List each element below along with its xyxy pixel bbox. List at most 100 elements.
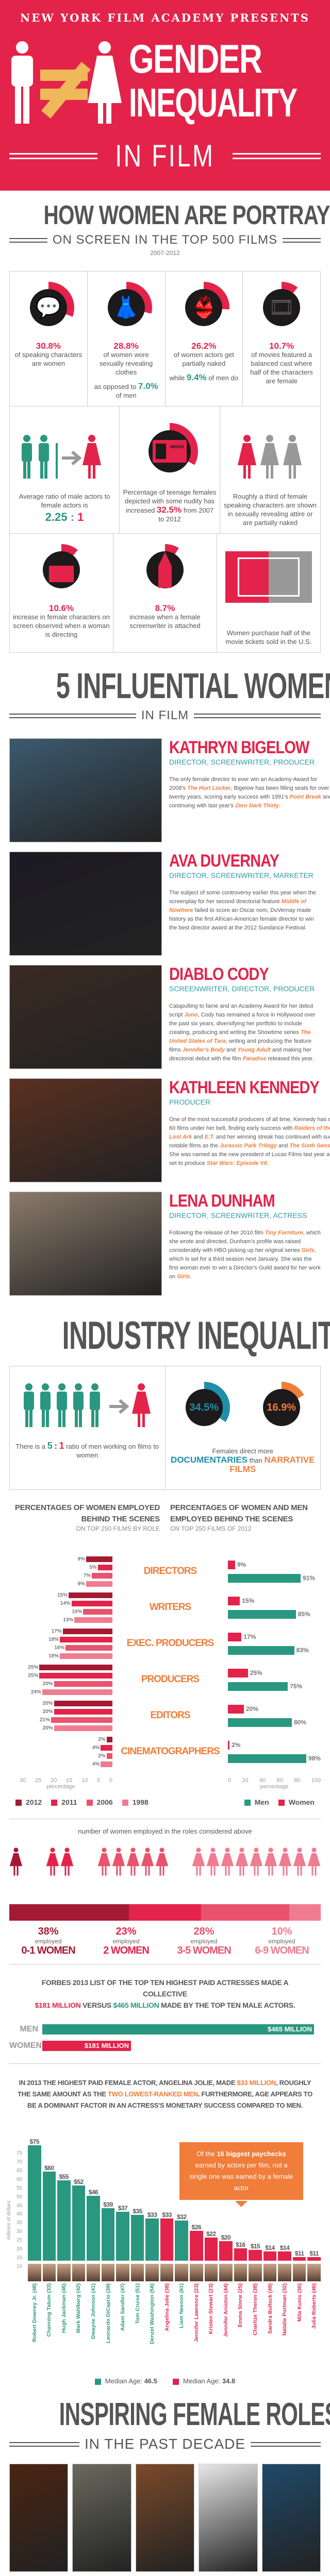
year-bar: [74, 1617, 112, 1623]
profile-name: DIABLO CODY: [169, 964, 269, 984]
five-men-one-woman-icon: [24, 1383, 151, 1427]
right-axis-label: percentage: [260, 1784, 289, 1790]
highlighted-title: Juno: [184, 1012, 198, 1018]
profile-role: DIRECTOR, SCREENWRITER, MARKETER: [169, 871, 314, 879]
year-bar: [69, 1592, 112, 1598]
jolie-post: . FURTHERMORE, AGE APPEARS TO BE A DOMIN…: [27, 2090, 312, 2109]
actor-name: Robert Downey Jr. (48): [31, 2283, 38, 2342]
tickets-cell: Women purchase half of the movie tickets…: [217, 534, 320, 652]
presents-line: NEW YORK FILM ACADEMY PRESENTS: [20, 11, 310, 24]
pay-bar: $46: [87, 2132, 100, 2261]
stat-extra: while 9.4% of men do: [169, 372, 239, 382]
profile-name: KATHRYN BIGELOW: [169, 738, 309, 757]
year-bar: [54, 1681, 112, 1687]
forbes-line2: MADE BY THE TOP TEN MALE ACTORS.: [161, 2001, 295, 2009]
actor-face: [204, 2264, 218, 2281]
influential-list: KATHRYN BIGELOW DIRECTOR, SCREENWRITER, P…: [0, 738, 330, 1296]
actor-face: [145, 2264, 159, 2281]
pay-bar: $37: [116, 2132, 129, 2261]
highlighted-title: Girls: [177, 1274, 190, 1280]
employed-label: 10% employed 6-9 WOMEN: [255, 1926, 309, 1956]
gender-bar: [228, 1682, 288, 1691]
men-to-woman-icon: [22, 435, 102, 479]
median-women-value: 34.8: [222, 2377, 236, 2385]
callout-bold: 16 biggest paychecks: [217, 2150, 286, 2158]
woman-icon: [192, 1848, 205, 1876]
role-label: DIRECTORS: [143, 1566, 197, 1577]
highlighted-title: Point Break: [289, 794, 321, 800]
women-figure-group: [192, 1843, 321, 1879]
woman-icon: [112, 1848, 125, 1876]
year-bar: [60, 1636, 112, 1642]
forbes-statement: FORBES 2013 LIST OF THE TOP TEN HIGHEST …: [21, 1977, 309, 2011]
ratio-text: Average ratio of male actors to female a…: [19, 493, 110, 509]
profile-card: AVA DUVERNAY DIRECTOR, SCREENWRITER, MARK…: [9, 852, 321, 956]
role-image: [135, 2464, 195, 2572]
highlighted-title: The Sixth Sense: [289, 1143, 330, 1149]
role-row: 15% 14% 10% 13% WRITERS 15% 85%: [57, 1592, 310, 1623]
doc-value: 34.5%: [189, 1401, 219, 1413]
ratio-male: 2.25: [45, 511, 68, 523]
ticket-icon: [225, 551, 312, 603]
role-row: 9% 5% 7% 9% DIRECTORS 9% 91%: [77, 1556, 316, 1587]
section-subtitle: IN THE PAST DECADE: [84, 2436, 246, 2452]
profile-role: PRODUCER: [169, 1098, 211, 1106]
actor-face: [28, 2264, 41, 2281]
ratio-women: 1: [59, 1440, 64, 1451]
forbes-line1: FORBES 2013 LIST OF THE TOP TEN HIGHEST …: [41, 1978, 289, 1998]
role-card: LISBETHSALANDERThe Girl With The Dragon …: [72, 2464, 131, 2576]
profile-role: DIRECTOR, SCREENWRITER, ACTRESS: [169, 1211, 307, 1219]
pay-bar: $52: [72, 2132, 86, 2261]
woman-icon: [9, 1848, 23, 1876]
director-value: 10.6%: [48, 603, 74, 613]
year-bar: [101, 1744, 112, 1751]
pay-bar: $11: [292, 2132, 306, 2261]
left-chart-sub: ON TOP 250 FILMS BY ROLE: [76, 1525, 160, 1532]
actor-name: Julia Roberts (46): [311, 2283, 318, 2329]
profile-photo: [9, 852, 162, 956]
stat-donut: 🎞: [256, 282, 308, 333]
role-card: MARJANESATRAPIPersepolisAGE: 10-22TRAITS…: [199, 2464, 258, 2576]
actor-face: [175, 2264, 189, 2281]
woman-icon: [126, 1848, 139, 1876]
gender-bar: [228, 1704, 244, 1714]
actor-face: [263, 2264, 277, 2281]
profile-role: DIRECTOR, SCREENWRITER, PRODUCER: [169, 758, 315, 766]
year-bar: [92, 1572, 112, 1579]
docs-pre: Females direct more: [212, 1447, 273, 1455]
gender-bar: [228, 1646, 294, 1655]
highlighted-title: E.T.: [204, 1134, 215, 1140]
stat-donut: 👙: [178, 282, 230, 333]
year-bar: [97, 1564, 112, 1570]
industry-section: INDUSTRY INEQUALITY: [0, 1305, 330, 1357]
legend-year: 2012: [15, 1798, 42, 1806]
median-age-legend: Median Age: 46.5 Median Age: 34.8: [0, 2377, 330, 2385]
year-bar: [83, 1608, 112, 1615]
roles-list: KATNISSEVERDEENThe Hunger GamesAGE: 16TR…: [9, 2464, 321, 2576]
pay-bar: $35: [130, 2132, 144, 2261]
year-bar: [101, 1761, 112, 1767]
callout-pre: Of the: [196, 2150, 215, 2158]
y-axis-label: millions of dollars: [6, 2200, 12, 2240]
pay-bar: $39: [101, 2132, 115, 2261]
woman-icon: [293, 1848, 306, 1876]
section-subtitle: IN FILM: [141, 708, 189, 722]
actor-name: Angelina Jolie (38): [163, 2283, 170, 2331]
highlighted-title: Young Adult: [237, 1047, 271, 1053]
year-bar: [39, 1664, 112, 1670]
callout-post: earned by actors per film, not a single …: [189, 2161, 293, 2192]
profile-name: KATHLEEN KENNEDY: [169, 1078, 320, 1097]
profile-card: DIABLO CODY SCREENWRITER, DIRECTOR, PRODU…: [9, 965, 321, 1069]
teen-nudity-cell: MINOR Percentage of teenage females depi…: [120, 406, 221, 533]
year-legend: 2012 2011 2006 1998: [15, 1798, 148, 1806]
section-title: INDUSTRY INEQUALITY: [62, 1314, 330, 1358]
profile-bio: The only female director to ever win an …: [169, 776, 330, 809]
stat-value: 30.8%: [36, 341, 61, 351]
highlighted-title: Star Wars: Episode VII: [206, 1160, 267, 1166]
industry-grid: There is a 5 : 1 ratio of men working on…: [9, 1366, 321, 1490]
tickets-text: Women purchase half of the movie tickets…: [225, 629, 312, 646]
minor-badge: MINOR: [170, 445, 185, 449]
actor-face: [160, 2264, 174, 2281]
profile-photo: [9, 1192, 162, 1296]
influential-section: 5 INFLUENTIAL WOMEN IN FILM: [0, 653, 330, 723]
